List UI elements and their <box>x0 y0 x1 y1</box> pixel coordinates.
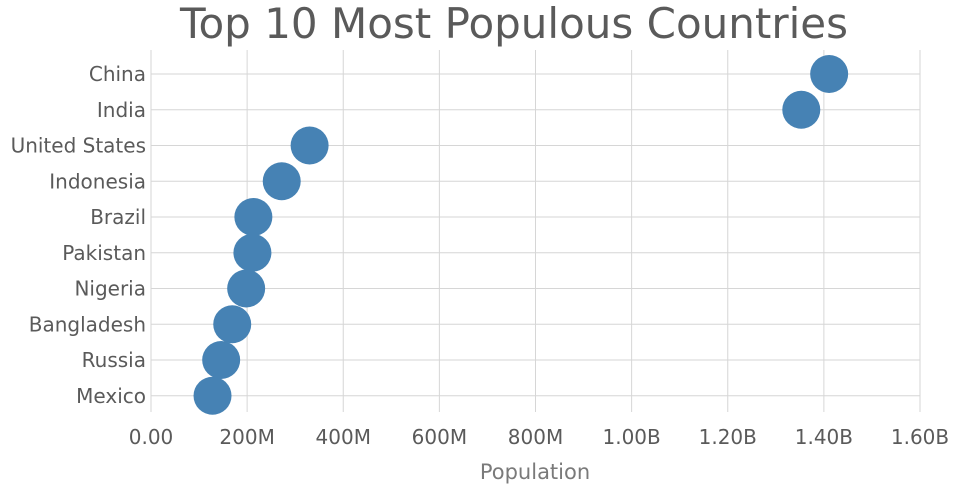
x-tick-label: 1.60B <box>891 425 949 449</box>
data-points <box>193 55 849 415</box>
y-tick-label: Russia <box>82 348 146 372</box>
data-point[interactable] <box>234 198 273 236</box>
x-tick-label: 600M <box>412 425 467 449</box>
data-point[interactable] <box>233 233 272 272</box>
data-point[interactable] <box>213 305 252 344</box>
data-point[interactable] <box>262 162 301 201</box>
y-tick-label: China <box>89 62 146 86</box>
x-tick-label: 800M <box>508 425 563 449</box>
grid <box>150 50 921 412</box>
y-tick-label: United States <box>11 134 146 158</box>
data-point[interactable] <box>202 341 241 379</box>
y-tick-label: Nigeria <box>74 277 146 301</box>
x-tick-label: 1.00B <box>602 425 660 449</box>
data-point[interactable] <box>782 90 821 129</box>
x-axis: 0.00 200M 400M 600M 800M 1.00B 1.20B 1.40B 1.60B <box>129 425 949 449</box>
data-point[interactable] <box>290 126 329 165</box>
y-tick-label: Pakistan <box>62 241 146 265</box>
y-axis: China India United States Indonesia Brazil Pa… <box>11 62 146 408</box>
x-tick-label: 200M <box>219 425 274 449</box>
data-point[interactable] <box>193 376 232 415</box>
y-tick-label: Bangladesh <box>29 312 146 336</box>
y-tick-label: Indonesia <box>49 169 146 193</box>
y-tick-label: Mexico <box>76 384 146 408</box>
x-tick-label: 1.20B <box>699 425 757 449</box>
y-tick-label: Brazil <box>90 205 146 229</box>
x-tick-label: 1.40B <box>795 425 853 449</box>
x-tick-label: 0.00 <box>129 425 174 449</box>
data-point[interactable] <box>810 55 849 93</box>
y-tick-label: India <box>97 98 146 122</box>
chart-title: Top 10 Most Populous Countries <box>179 0 848 48</box>
x-tick-label: 400M <box>316 425 371 449</box>
x-axis-title: Population <box>480 460 590 484</box>
data-point[interactable] <box>227 269 266 308</box>
